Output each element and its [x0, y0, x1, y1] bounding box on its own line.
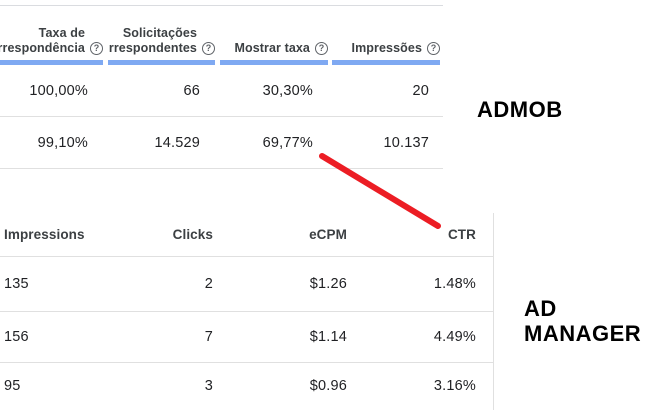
column-header-label: Mostrar taxa: [234, 41, 310, 55]
admob-column-header-match-rate[interactable]: Taxa de rrespondência ?: [0, 6, 103, 65]
admob-cell-impressions: 10.137: [383, 134, 429, 151]
admob-table-row: 100,00% 66 30,30% 20: [0, 65, 443, 117]
ad-manager-cell-ctr: 1.48%: [433, 276, 476, 292]
ad-manager-cell-ctr: 4.49%: [433, 329, 476, 345]
admob-annotation-label: ADMOB: [477, 97, 563, 122]
ad-manager-table-row: 156 7 $1.14 4.49%: [0, 312, 493, 363]
admob-cell-impressions: 20: [412, 82, 429, 99]
admob-column-header-impressions[interactable]: Impressões ?: [332, 6, 440, 65]
ad-manager-cell-clicks: 3: [204, 378, 213, 394]
ad-manager-table-row: 95 3 $0.96 3.16%: [0, 363, 493, 409]
admob-table-body: 100,00% 66 30,30% 20 99,10% 14.529 69,77…: [0, 65, 443, 169]
ad-manager-annotation-label: AD MANAGER: [524, 296, 642, 346]
help-icon[interactable]: ?: [90, 42, 103, 55]
admob-cell-show-rate: 30,30%: [262, 82, 313, 99]
admob-cell-matched-requests: 14.529: [154, 134, 200, 151]
ad-manager-cell-ecpm: $1.26: [309, 276, 347, 292]
help-icon[interactable]: ?: [427, 42, 440, 55]
column-accent-bar: [108, 60, 215, 65]
column-accent-bar: [220, 60, 328, 65]
admob-cell-match-rate: 99,10%: [37, 134, 88, 151]
admob-cell-matched-requests: 66: [183, 82, 200, 99]
help-icon[interactable]: ?: [315, 42, 328, 55]
admob-cell-match-rate: 100,00%: [29, 82, 88, 99]
admob-table-top-border: [0, 5, 443, 6]
column-header-label: Taxa de rrespondência: [0, 26, 85, 55]
ad-manager-column-header-ctr[interactable]: CTR: [447, 227, 476, 242]
help-icon[interactable]: ?: [202, 42, 215, 55]
ad-manager-column-header-ecpm[interactable]: eCPM: [309, 227, 347, 242]
column-accent-bar: [332, 60, 440, 65]
ad-manager-table: Impressions Clicks eCPM CTR 135 2 $1.26 …: [0, 213, 494, 410]
ad-manager-cell-ctr: 3.16%: [433, 378, 476, 394]
ad-manager-table-row: 135 2 $1.26 1.48%: [0, 257, 493, 312]
admob-table-row: 99,10% 14.529 69,77% 10.137: [0, 117, 443, 169]
ad-manager-column-header-clicks[interactable]: Clicks: [172, 227, 213, 242]
ad-manager-cell-clicks: 2: [204, 276, 213, 292]
admob-column-header-matched-requests[interactable]: Solicitações rrespondentes ?: [108, 6, 215, 65]
admob-cell-show-rate: 69,77%: [262, 134, 313, 151]
ad-manager-cell-impressions: 156: [4, 329, 29, 345]
ad-manager-column-header-impressions[interactable]: Impressions: [4, 227, 85, 242]
column-header-label: Impressões: [351, 41, 422, 55]
admob-column-header-show-rate[interactable]: Mostrar taxa ?: [220, 6, 328, 65]
ad-manager-cell-ecpm: $0.96: [309, 378, 347, 394]
ad-manager-cell-impressions: 95: [4, 378, 21, 394]
ad-manager-cell-clicks: 7: [204, 329, 213, 345]
ad-manager-cell-ecpm: $1.14: [309, 329, 347, 345]
ad-manager-cell-impressions: 135: [4, 276, 29, 292]
ad-manager-header-row: Impressions Clicks eCPM CTR: [0, 213, 493, 257]
column-accent-bar: [0, 60, 103, 65]
column-header-label: Solicitações rrespondentes: [108, 26, 197, 55]
